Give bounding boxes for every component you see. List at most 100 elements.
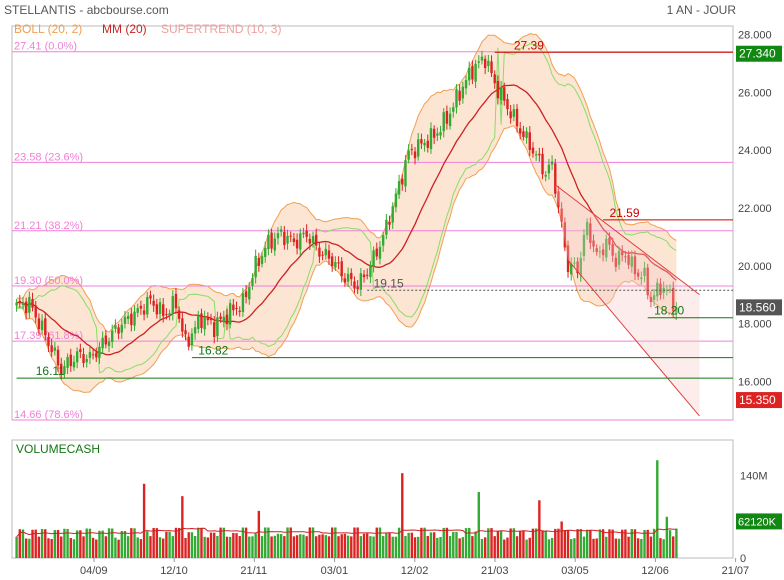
candle-body: [589, 223, 592, 243]
candle-body: [213, 322, 216, 338]
volume-bar: [283, 536, 286, 558]
volume-bar: [672, 536, 675, 558]
candle-body: [672, 287, 675, 312]
volume-bar: [139, 539, 143, 558]
candle-body: [324, 248, 327, 256]
volume-bar: [675, 528, 678, 558]
volume-bar: [668, 530, 672, 558]
candle-body: [120, 324, 123, 333]
volume-bar: [203, 536, 206, 558]
candle-body: [633, 256, 637, 275]
candle-body: [101, 337, 104, 349]
candle-body: [640, 277, 643, 279]
candle-body: [193, 327, 197, 334]
candle-body: [254, 255, 257, 278]
volume-bar: [490, 528, 493, 558]
volume-bar: [483, 537, 487, 558]
candle-body: [53, 347, 57, 351]
candle-body: [458, 90, 461, 101]
volume-bar: [381, 536, 385, 558]
volume-bar: [614, 538, 618, 558]
volume-bar: [209, 532, 213, 558]
volume-bar: [605, 536, 608, 558]
volume-bar: [570, 539, 573, 558]
volume-bar: [168, 531, 171, 558]
candle-body: [378, 246, 382, 259]
candle-body: [28, 296, 31, 313]
volume-bar: [264, 527, 267, 558]
candle-body: [506, 99, 509, 110]
volume-bar: [499, 531, 503, 558]
volume-bar: [515, 536, 519, 558]
volume-tick-label: 0: [740, 553, 746, 565]
volume-bar: [340, 534, 343, 558]
volume-bar: [238, 536, 241, 558]
candle-body: [385, 219, 388, 235]
candle-body: [346, 273, 350, 282]
candle-body: [184, 330, 187, 335]
candle-body: [168, 313, 171, 316]
candle-body: [318, 247, 321, 257]
candle-body: [152, 300, 155, 306]
candle-body: [171, 296, 174, 315]
candle-body: [295, 239, 299, 249]
candle-body: [50, 345, 53, 353]
volume-bar: [512, 528, 516, 558]
volume-bar: [576, 529, 579, 558]
candle-body: [468, 67, 471, 81]
volume-bar: [432, 532, 436, 558]
volume-bar: [276, 533, 280, 558]
volume-bar: [385, 533, 388, 558]
candle-body: [302, 232, 305, 235]
volume-bar: [461, 537, 465, 558]
candle-body: [95, 352, 98, 358]
volume-bar: [95, 539, 98, 558]
candle-body: [232, 304, 235, 311]
candle-body: [595, 248, 598, 252]
mm-line: [16, 84, 677, 356]
volume-bar: [24, 538, 28, 558]
candle-body: [544, 174, 547, 177]
volume-bar: [187, 532, 190, 558]
candle-body: [69, 354, 72, 367]
volume-bar: [91, 537, 95, 558]
candle-body: [162, 304, 165, 317]
volume-bar: [286, 527, 289, 558]
candle-body: [238, 310, 241, 312]
candle-body: [420, 139, 423, 144]
candle-body: [646, 267, 649, 296]
candle-body: [107, 341, 111, 347]
candle-body: [267, 234, 270, 250]
candle-body: [200, 313, 203, 328]
volume-bar: [439, 536, 442, 558]
volume-bar: [235, 533, 238, 558]
volume-bar: [458, 538, 461, 558]
volume-bar: [295, 535, 299, 558]
volume-bar: [302, 534, 305, 558]
volume-bar: [292, 536, 296, 558]
volume-bar: [15, 536, 18, 558]
period-label[interactable]: 1 AN - JOUR: [666, 3, 736, 17]
candle-body: [203, 317, 206, 330]
volume-bar: [311, 527, 315, 558]
candle-body: [570, 263, 573, 275]
candle-body: [299, 233, 302, 250]
volume-bar: [633, 529, 637, 558]
candle-body: [630, 256, 633, 267]
volume-bar: [452, 531, 455, 558]
candle-body: [515, 108, 519, 127]
volume-bar: [66, 528, 69, 558]
volume-bar: [601, 529, 605, 558]
volume-bar: [136, 537, 139, 558]
volume-bar: [404, 536, 407, 558]
volume-bar: [111, 528, 114, 558]
volume-bar: [31, 529, 34, 558]
candle-body: [490, 61, 493, 74]
candle-body: [550, 161, 554, 165]
candle-body: [37, 318, 41, 330]
volume-bar: [72, 539, 76, 558]
candle-body: [206, 317, 210, 321]
level-label: 27.39: [514, 38, 544, 52]
volume-bar: [75, 530, 79, 558]
candle-body: [146, 296, 149, 315]
